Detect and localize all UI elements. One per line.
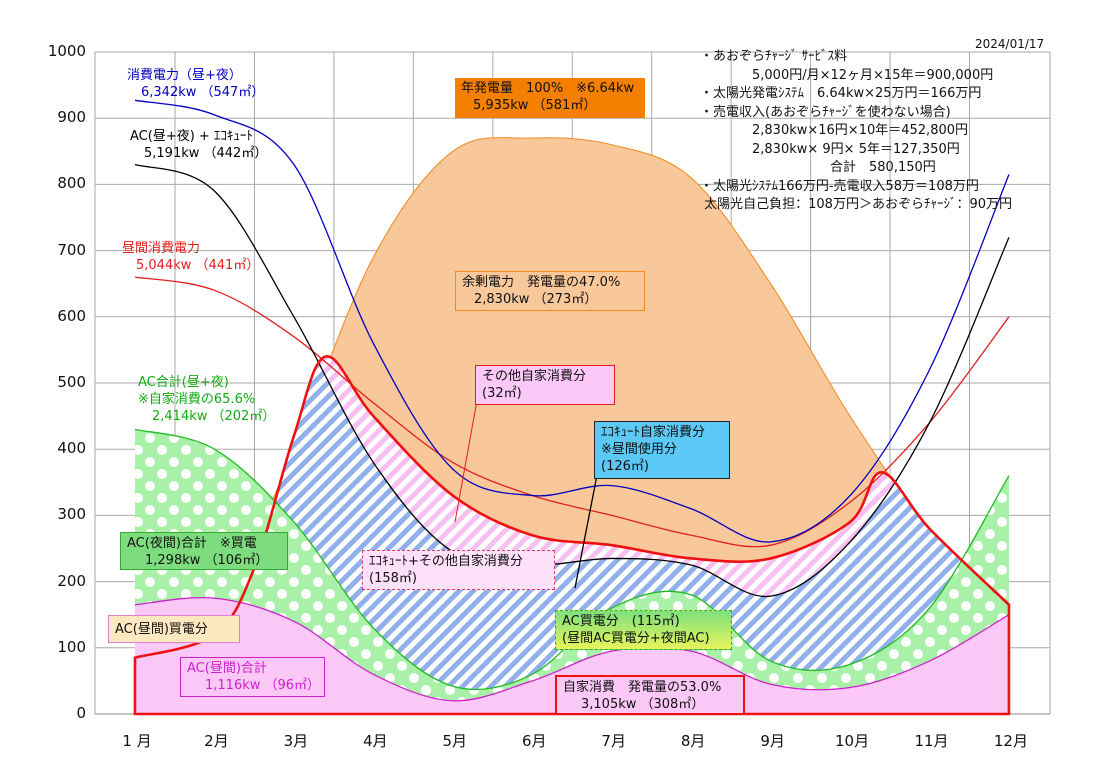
leader-eco [574,469,599,589]
x-tick-label: 6月 [521,732,547,750]
box-ecoOther-line2: (158㎡) [369,571,417,586]
box-acDayBuy: AC(昼間)買電分 [108,615,240,643]
area-ac-self [135,429,1009,701]
y-tick-label: 0 [76,704,86,722]
box-acDay-line2: 1,116kw （96㎡） [205,678,321,693]
y-tick-label: 1000 [47,42,86,60]
x-tick-label: 3月 [283,732,309,750]
x-tick-label: 11月 [914,732,949,750]
box-acBuy: AC買電分 (115㎡) (昼間AC買電分+夜間AC) [555,610,732,650]
box-acBuy-line2: (昼間AC買電分+夜間AC) [562,631,710,646]
label-total: 消費電力（昼+夜） 6,342kw （547㎡） [127,67,264,101]
box-other-line2: (32㎡) [482,386,522,401]
box-surplus: 余剰電力 発電量の47.0% 2,830kw （273㎡） [455,271,645,311]
label-day-title: 昼間消費電力 [122,241,201,256]
series-line-total [134,99,1010,543]
note-line: 太陽光自己負担：108万円＞あおぞらﾁｬｰｼﾞ：90万円 [700,197,1012,212]
note-line: ・あおぞらﾁｬｰｼﾞ ｻｰﾋﾞｽ料 [700,49,848,64]
x-tick-label: 12月 [993,732,1028,750]
x-tick-label: 10月 [835,732,870,750]
label-ac: AC合計(昼+夜) ※自家消費の65.6% 2,414kw （202㎡） [138,374,275,425]
notes: ・あおぞらﾁｬｰｼﾞ ｻｰﾋﾞｽ料 5,000円/月×12ヶ月×15年＝900,… [700,48,1012,215]
label-acEco-title: AC(昼+夜) + ｴｺｷｭｰﾄ [130,129,253,144]
note-line: ・売電収入(あおぞらﾁｬｰｼﾞを使わない場合) [700,104,951,120]
y-tick-label: 500 [57,373,86,391]
x-tick-label: 5月 [442,732,468,750]
box-other-line1: その他自家消費分 [482,369,587,384]
y-tick-label: 200 [57,571,86,590]
box-eco: ｴｺｷｭｰﾄ自家消費分 ※昼間使用分 (126㎡) [594,421,730,479]
note-line: ・太陽光発電ｼｽﾃﾑ 6.64kw×25万円＝166万円 [700,86,982,101]
box-self-line1: 自家消費 発電量の53.0% [563,680,722,695]
box-eco-line2: ※昼間使用分 [601,442,677,457]
label-acEco-value: 5,191kw （442㎡） [144,146,268,161]
box-ecoOther-line1: ｴｺｷｭｰﾄ+その他自家消費分 [369,554,523,569]
label-total-value: 6,342kw （547㎡） [141,85,265,100]
y-tick-label: 100 [57,637,86,656]
x-tick-label: 4月 [363,732,388,750]
box-eco-line3: (126㎡) [601,459,649,474]
box-acDayBuy-line1: AC(昼間)買電分 [115,622,208,637]
box-eco-line1: ｴｺｷｭｰﾄ自家消費分 [601,425,706,440]
note-line: 2,830kw× 9円× 5年＝127,350円 [700,141,960,157]
box-ecoOther: ｴｺｷｭｰﾄ+その他自家消費分 (158㎡) [362,550,555,590]
note-line: 合計 580,150円 [700,160,936,175]
x-tick-label: 8月 [680,732,706,750]
series-line-self [133,355,1011,716]
note-line: 2,830kw×16円×10年＝452,800円 [700,123,969,138]
label-day-value: 5,044kw （441㎡） [136,258,260,273]
label-acEco: AC(昼+夜) + ｴｺｷｭｰﾄ 5,191kw （442㎡） [130,128,267,162]
box-acBuy-line1: AC買電分 (115㎡) [562,614,680,629]
label-ac-value: 2,414kw （202㎡） [152,409,276,424]
area-fills [134,136,1010,715]
area-eco-self [135,356,1009,714]
y-tick-label: 300 [57,505,86,524]
box-acDay-line1: AC(昼間)合計 [187,661,267,676]
y-tick-label: 900 [57,108,86,127]
series-lines [133,99,1011,716]
self-consumption-fills [135,356,1009,714]
x-tick-label: 9月 [760,732,785,750]
leader-other [454,394,479,523]
y-tick-label: 600 [57,306,86,325]
box-acNight: AC(夜間)合計 ※買電 1,298kw （106㎡） [120,532,288,570]
series-line-day [134,276,1010,548]
series-line-acEco [134,163,1010,598]
box-gen: 年発電量 100% ※6.64kw 5,935kw （581㎡） [455,78,645,118]
x-tick-label: 1 月 [122,732,152,750]
label-ac-note: ※自家消費の65.6% [138,392,256,407]
label-total-title: 消費電力（昼+夜） [127,68,242,83]
y-tick-label: 700 [57,240,86,259]
box-gen-line1: 年発電量 100% ※6.64kw [461,81,635,96]
area-ac-day [135,597,1009,714]
box-acDay: AC(昼間)合計 1,116kw （96㎡） [180,657,325,697]
box-gen-line2: 5,935kw （581㎡） [473,98,597,113]
box-acNight-line2: 1,298kw （106㎡） [145,553,269,568]
box-surplus-line1: 余剰電力 発電量の47.0% [462,275,621,290]
series-line-acDay [134,596,1010,702]
box-surplus-line2: 2,830kw （273㎡） [474,292,598,307]
box-other: その他自家消費分 (32㎡) [475,365,615,405]
y-tick-label: 400 [57,439,86,458]
y-tick-label: 800 [57,174,86,193]
box-self: 自家消費 発電量の53.0% 3,105kw （308㎡） [555,675,745,715]
note-line: 5,000円/月×12ヶ月×15年＝900,000円 [700,67,994,83]
note-line: ・太陽光ｼｽﾃﾑ166万円-売電収入58万＝108万円 [700,178,979,194]
label-ac-title: AC合計(昼+夜) [138,375,229,390]
date: 2024/01/17 [975,37,1045,51]
x-tick-label: 7月 [601,732,626,750]
box-self-line2: 3,105kw （308㎡） [581,697,705,712]
box-acNight-line1: AC(夜間)合計 ※買電 [127,536,257,551]
label-day: 昼間消費電力 5,044kw （441㎡） [122,240,259,274]
x-tick-label: 2月 [204,732,229,750]
